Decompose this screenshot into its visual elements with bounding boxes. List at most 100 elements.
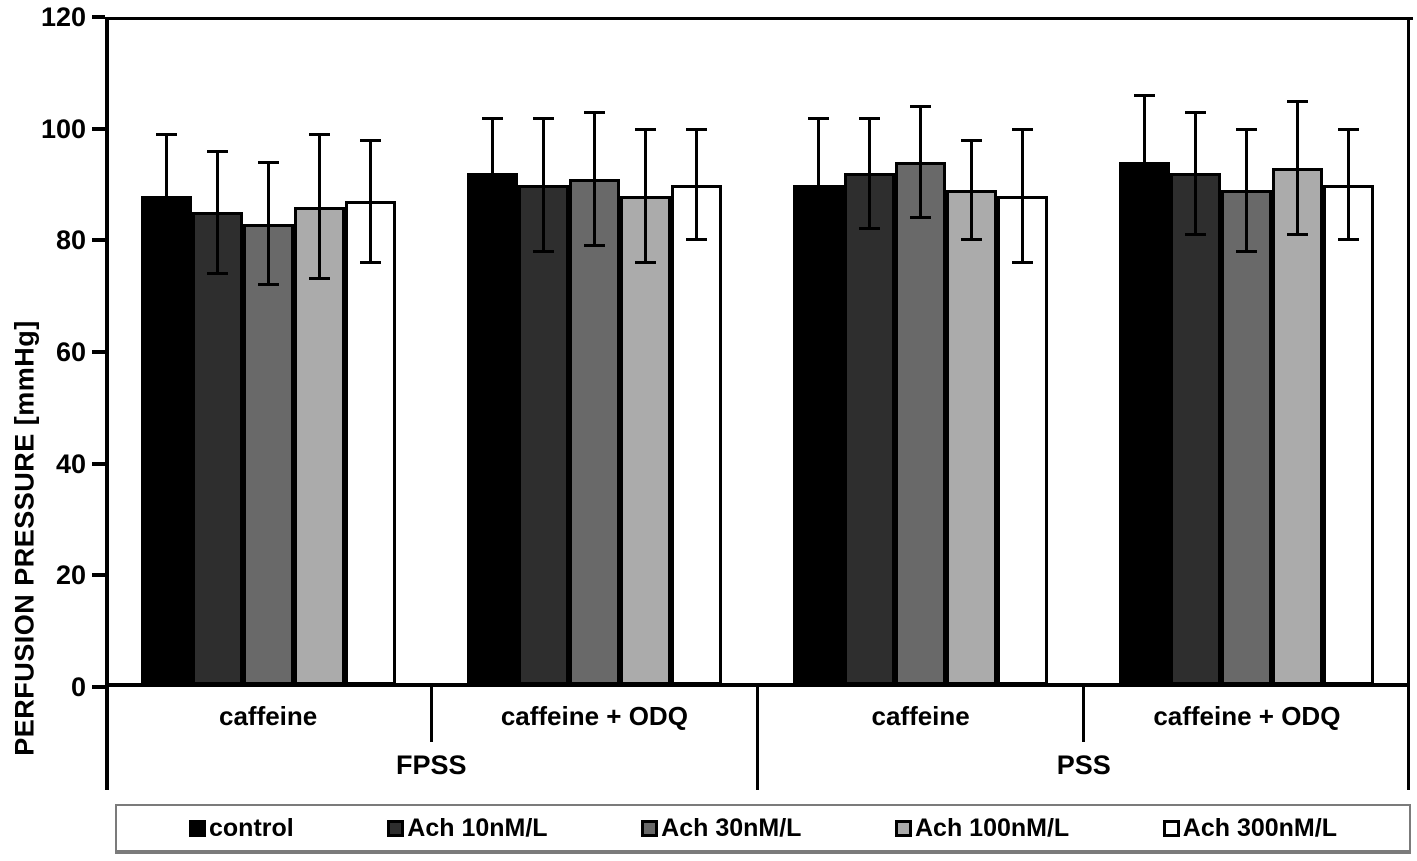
error-bar-line [592, 111, 596, 246]
error-bar-cap-bottom [583, 243, 605, 247]
y-tick-mark [92, 126, 105, 131]
error-bar-cap-bottom [685, 238, 707, 242]
error-bar-line [1347, 128, 1351, 241]
error-bar-cap-bottom [1287, 232, 1309, 236]
error-bar-cap-bottom [257, 283, 279, 286]
error-bar-cap-top [257, 161, 279, 165]
legend-swatch-icon [1162, 819, 1180, 837]
error-bar-line [368, 139, 372, 263]
error-bar-line [643, 128, 647, 263]
bar [1119, 162, 1171, 685]
error-bar-cap-top [961, 138, 983, 142]
error-bar-cap-bottom [1236, 249, 1258, 253]
x-category-label: caffeine + ODQ [500, 700, 688, 731]
bar [1221, 190, 1273, 685]
bar [997, 195, 1049, 685]
error-bar-cap-top [1134, 94, 1156, 98]
bar [1323, 184, 1375, 685]
error-bar-cap-top [1185, 110, 1207, 114]
legend-label: control [209, 813, 294, 842]
legend-item: Ach 30nM/L [641, 814, 801, 843]
error-bar-cap-top [685, 127, 707, 131]
error-bar-cap-bottom [859, 227, 881, 231]
error-bar-cap-bottom [481, 227, 503, 231]
y-tick-label: 0 [70, 672, 86, 702]
y-tick-label: 100 [40, 113, 86, 144]
bar [793, 184, 845, 685]
error-bar-cap-top [481, 116, 503, 120]
bar [1272, 167, 1324, 685]
error-bar-line [266, 162, 270, 285]
bar [670, 184, 722, 685]
error-bar-cap-bottom [1338, 238, 1360, 242]
error-bar-cap-top [808, 116, 830, 120]
x-category-label: caffeine [871, 700, 970, 731]
bar [619, 195, 671, 685]
error-bar-line [1194, 111, 1198, 235]
y-tick-label: 80 [55, 225, 86, 256]
error-bar-cap-bottom [910, 216, 932, 219]
bar [344, 201, 396, 685]
error-bar-cap-top [583, 110, 605, 114]
legend-swatch-icon [895, 819, 912, 837]
error-bar-cap-bottom [206, 271, 228, 275]
error-bar-line [817, 117, 821, 252]
bar [895, 162, 947, 685]
y-tick-label: 20 [55, 560, 86, 591]
bar [517, 184, 569, 685]
legend: control Ach 10nM/L Ach 30nM/L Ach 100nM/L Ac… [115, 804, 1411, 854]
error-bar-line [490, 117, 494, 230]
error-bar-cap-bottom [1012, 260, 1034, 264]
error-bar-cap-bottom [1185, 232, 1207, 236]
error-bar-cap-bottom [961, 238, 983, 242]
bar [1170, 173, 1222, 685]
error-bar-cap-top [1338, 127, 1360, 131]
error-bar-cap-top [359, 138, 381, 142]
legend-swatch-icon [387, 819, 405, 837]
error-bar-cap-top [634, 127, 656, 131]
bar [293, 206, 345, 685]
y-tick-mark [92, 350, 105, 354]
error-bar-line [970, 139, 974, 241]
error-bar-cap-bottom [155, 255, 177, 259]
y-tick-label: 120 [40, 2, 86, 32]
error-bar-cap-bottom [808, 249, 830, 253]
y-tick-mark [92, 461, 105, 466]
legend-item: Ach 10nM/L [387, 813, 548, 843]
error-bar-line [1296, 100, 1300, 235]
y-tick-label: 40 [55, 448, 86, 479]
bar [191, 212, 243, 685]
error-bar-line [541, 117, 545, 252]
bar [568, 178, 620, 685]
error-bar-cap-bottom [634, 260, 656, 264]
legend-swatch-icon [641, 819, 659, 837]
x-category-label: caffeine [218, 700, 318, 731]
error-bar-cap-top [532, 116, 554, 120]
legend-item: Ach 100nM/L [895, 814, 1069, 843]
panel-divider [756, 687, 759, 790]
bar [844, 173, 896, 685]
error-bar-line [317, 134, 321, 280]
plot-top-border [105, 17, 1413, 20]
y-tick-mark [92, 15, 105, 19]
x-panel-label: PSS [1056, 749, 1111, 780]
y-tick-mark [92, 238, 105, 243]
error-bar-line [919, 106, 923, 218]
error-bar-cap-top [155, 133, 177, 137]
error-bar-cap-top [859, 116, 881, 120]
legend-label: Ach 10nM/L [407, 813, 548, 842]
group-divider [429, 687, 433, 742]
error-bar-line [868, 117, 872, 230]
error-bar-line [1245, 128, 1249, 252]
legend-label: Ach 30nM/L [661, 813, 802, 842]
group-divider [1082, 687, 1086, 742]
bar [242, 223, 294, 685]
legend-item: control [189, 814, 294, 843]
bar [946, 190, 998, 685]
error-bar-line [1021, 128, 1025, 263]
error-bar-cap-bottom [308, 277, 330, 281]
bar [466, 173, 518, 685]
bar [140, 195, 192, 685]
x-panel-label: FPSS [395, 749, 467, 780]
